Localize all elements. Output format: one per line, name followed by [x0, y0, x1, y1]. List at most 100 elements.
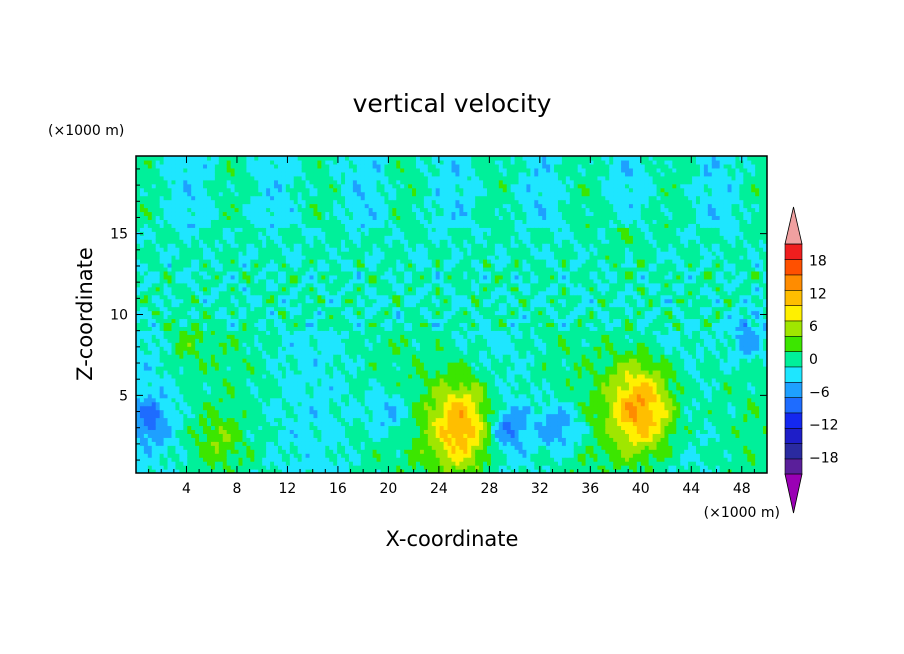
- contour-cell: [147, 207, 153, 213]
- contour-cell: [262, 417, 267, 423]
- contour-cell: [254, 156, 259, 161]
- contour-cell: [309, 445, 315, 450]
- contour-cell: [191, 449, 196, 454]
- contour-cell: [329, 167, 334, 173]
- contour-cell: [380, 433, 386, 438]
- contour-cell: [214, 171, 220, 177]
- contour-cell: [136, 179, 141, 185]
- contour-cell: [246, 219, 251, 224]
- contour-cell: [163, 191, 169, 197]
- contour-cell: [242, 469, 248, 473]
- contour-cell: [195, 306, 200, 312]
- contour-cell: [372, 259, 378, 264]
- contour-cell: [230, 346, 236, 351]
- contour-cell: [281, 183, 287, 189]
- contour-cell: [210, 203, 216, 209]
- contour-cell: [218, 207, 224, 213]
- contour-cell: [289, 334, 295, 339]
- contour-cell: [171, 358, 177, 363]
- contour-cell: [285, 274, 291, 280]
- contour-cell: [171, 334, 177, 339]
- contour-cell: [356, 163, 362, 169]
- contour-cell: [293, 354, 299, 359]
- contour-cell: [309, 274, 315, 280]
- contour-cell: [341, 191, 346, 197]
- contour-cell: [274, 318, 279, 324]
- contour-cell: [222, 433, 228, 438]
- contour-cell: [151, 437, 157, 442]
- contour-cell: [360, 334, 366, 339]
- contour-cell: [155, 346, 161, 351]
- contour-cell: [250, 381, 255, 387]
- contour-cell: [258, 385, 263, 391]
- contour-cell: [195, 171, 200, 177]
- contour-cell: [356, 429, 362, 434]
- contour-cell: [341, 156, 346, 161]
- contour-cell: [270, 409, 275, 415]
- contour-cell: [246, 362, 251, 367]
- contour-cell: [203, 366, 208, 371]
- contour-cell: [305, 211, 311, 217]
- contour-cell: [356, 219, 362, 224]
- contour-cell: [376, 294, 382, 300]
- contour-cell: [234, 255, 240, 260]
- contour-cell: [143, 167, 149, 173]
- contour-cell: [309, 302, 315, 308]
- contour-cell: [368, 282, 374, 288]
- contour-cell: [262, 199, 267, 205]
- contour-cell: [364, 167, 370, 173]
- contour-cell: [352, 338, 358, 343]
- contour-cell: [183, 417, 188, 423]
- contour-cell: [206, 354, 212, 359]
- contour-cell: [289, 314, 295, 320]
- contour-cell: [348, 429, 354, 434]
- contour-cell: [242, 362, 248, 367]
- contour-cell: [179, 286, 184, 292]
- contour-cell: [337, 171, 342, 177]
- contour-cell: [242, 322, 248, 327]
- contour-cell: [309, 270, 315, 276]
- contour-cell: [210, 381, 216, 387]
- contour-cell: [155, 298, 161, 304]
- contour-cell: [226, 274, 232, 280]
- contour-cell: [293, 397, 299, 403]
- contour-cell: [214, 334, 220, 339]
- contour-cell: [266, 389, 271, 395]
- contour-cell: [250, 362, 255, 367]
- contour-cell: [214, 199, 220, 205]
- contour-cell: [356, 342, 362, 347]
- contour-cell: [167, 389, 173, 395]
- contour-cell: [191, 330, 196, 335]
- contour-cell: [179, 163, 184, 169]
- contour-cell: [341, 199, 346, 205]
- contour-cell: [143, 425, 149, 431]
- contour-cell: [163, 338, 169, 343]
- contour-cell: [139, 369, 145, 375]
- contour-cell: [246, 465, 251, 470]
- contour-cell: [309, 326, 315, 331]
- contour-cell: [151, 445, 157, 450]
- contour-cell: [246, 429, 251, 434]
- contour-cell: [218, 255, 224, 260]
- contour-cell: [136, 334, 141, 339]
- contour-cell: [301, 294, 307, 300]
- contour-cell: [376, 413, 382, 419]
- contour-cell: [309, 187, 315, 193]
- contour-cell: [341, 441, 346, 446]
- contour-cell: [345, 362, 350, 367]
- contour-cell: [195, 453, 200, 458]
- contour-cell: [226, 342, 232, 347]
- contour-cell: [345, 354, 350, 359]
- contour-cell: [214, 326, 220, 331]
- contour-cell: [356, 397, 362, 403]
- contour-cell: [376, 429, 382, 434]
- contour-cell: [258, 294, 263, 300]
- contour-cell: [341, 326, 346, 331]
- contour-cell: [238, 306, 244, 312]
- contour-cell: [270, 413, 275, 419]
- contour-cell: [345, 373, 350, 379]
- contour-cell: [199, 425, 204, 431]
- contour-cell: [305, 465, 311, 470]
- contour-cell: [270, 330, 275, 335]
- contour-cell: [262, 262, 267, 268]
